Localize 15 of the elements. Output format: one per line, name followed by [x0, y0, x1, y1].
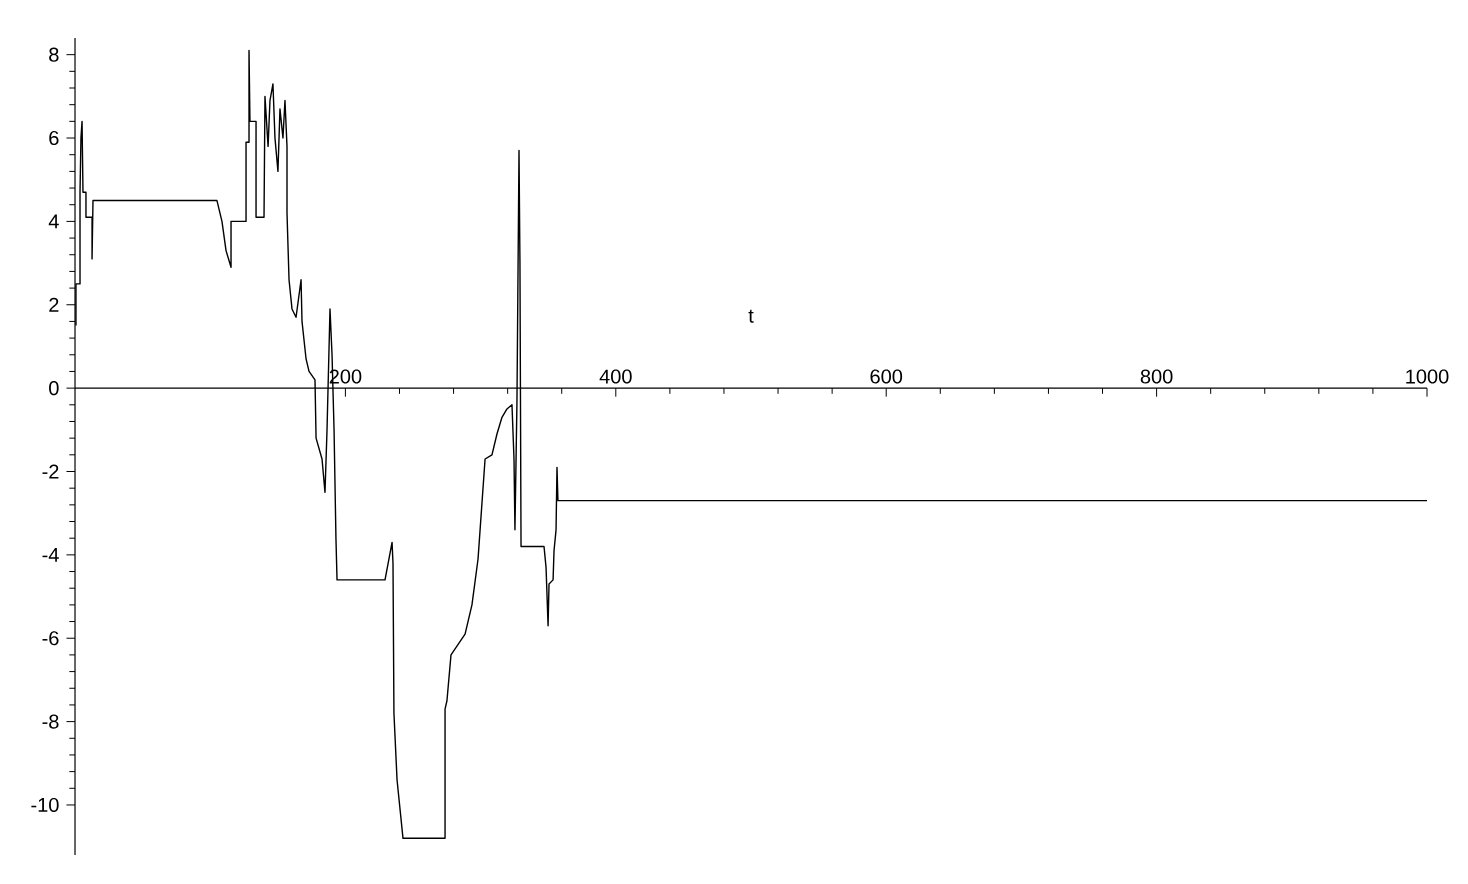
y-tick-label: 0 [49, 381, 59, 396]
x-tick-label: 600 [870, 369, 903, 384]
y-tick-label: -4 [42, 547, 59, 562]
y-tick-label: -10 [31, 797, 59, 813]
x-axis-title: t [748, 309, 754, 323]
y-tick-label: -2 [42, 464, 59, 479]
y-tick-label: 6 [49, 130, 59, 146]
y-tick-label: -6 [42, 631, 59, 646]
y-tick-label: -8 [42, 714, 59, 729]
y-tick-label: 2 [49, 297, 59, 312]
x-tick-label: 1000 [1406, 369, 1449, 384]
x-tick-label: 400 [599, 369, 632, 384]
y-tick-label: 8 [49, 47, 59, 62]
y-tick-label: 4 [48, 214, 59, 229]
x-tick-label: 800 [1140, 369, 1173, 384]
